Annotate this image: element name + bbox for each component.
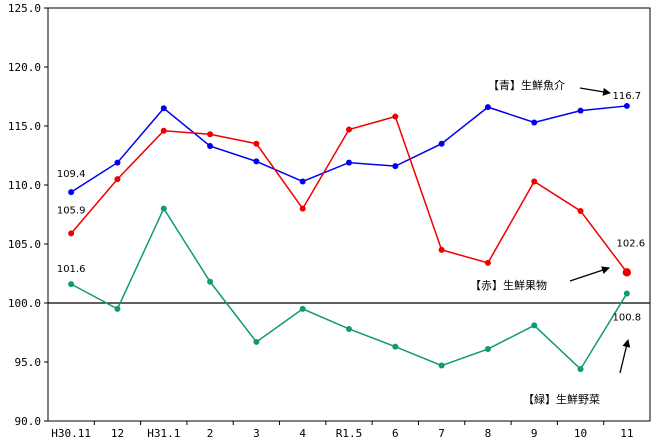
y-tick-label: 100.0 bbox=[8, 297, 41, 310]
y-tick-label: 110.0 bbox=[8, 179, 41, 192]
y-tick-label: 90.0 bbox=[15, 415, 42, 428]
data-point bbox=[531, 322, 538, 329]
value-labels: 109.4 105.9 101.6 116.7 102.6 100.8 bbox=[57, 91, 645, 324]
data-point bbox=[577, 107, 584, 114]
x-tick-label: 10 bbox=[574, 427, 587, 440]
data-point bbox=[346, 126, 352, 133]
x-tick-label: 2 bbox=[207, 427, 214, 440]
data-label: 109.4 bbox=[57, 169, 86, 180]
x-tick-label: 4 bbox=[299, 427, 306, 440]
legend-note-2: 【緑】生鮮野菜 bbox=[523, 392, 600, 406]
data-label: 100.8 bbox=[613, 313, 642, 324]
data-point bbox=[392, 163, 399, 170]
data-point bbox=[114, 159, 121, 166]
y-axis-ticks: 90.0 95.0 100.0 105.0 110.0 115.0 120.0 125.0 bbox=[8, 2, 48, 428]
data-point bbox=[253, 140, 260, 147]
x-tick-label: 11 bbox=[620, 427, 633, 440]
y-tick-label: 120.0 bbox=[8, 61, 41, 74]
x-tick-label: R1.5 bbox=[336, 427, 363, 440]
data-point bbox=[160, 127, 167, 134]
data-point bbox=[438, 362, 445, 369]
data-point bbox=[531, 119, 538, 126]
data-point bbox=[623, 102, 630, 109]
data-point bbox=[299, 305, 306, 312]
data-point bbox=[623, 290, 630, 297]
data-point bbox=[392, 343, 399, 350]
series-line-0 bbox=[70, 105, 627, 193]
data-point bbox=[392, 113, 399, 120]
series-line-1 bbox=[70, 115, 628, 273]
legend-annotations: 【青】生鮮魚介【赤】生鮮果物【緑】生鮮野菜 bbox=[470, 78, 631, 406]
data-point bbox=[346, 159, 352, 166]
data-point bbox=[207, 143, 214, 150]
data-point bbox=[68, 189, 75, 196]
data-point bbox=[346, 325, 352, 332]
y-tick-label: 95.0 bbox=[15, 356, 42, 369]
data-point bbox=[577, 207, 584, 214]
data-label: 101.6 bbox=[57, 264, 86, 275]
data-label: 116.7 bbox=[613, 91, 642, 102]
legend-note-1: 【赤】生鮮果物 bbox=[470, 278, 547, 292]
data-point bbox=[577, 366, 584, 373]
data-point bbox=[207, 131, 214, 138]
x-tick-label: 6 bbox=[392, 427, 399, 440]
legend-arrow-0 bbox=[579, 87, 611, 96]
legend-arrow-2 bbox=[619, 339, 631, 374]
data-point bbox=[160, 105, 167, 112]
data-point bbox=[622, 268, 632, 277]
legend-note-0: 【青】生鮮魚介 bbox=[488, 78, 565, 92]
data-point bbox=[253, 158, 260, 165]
x-tick-label: 3 bbox=[253, 427, 260, 440]
data-label: 102.6 bbox=[617, 238, 646, 249]
data-point bbox=[299, 205, 306, 212]
data-point bbox=[438, 140, 445, 147]
data-point bbox=[484, 259, 491, 266]
data-label: 105.9 bbox=[57, 205, 86, 216]
x-tick-label: 9 bbox=[531, 427, 538, 440]
data-point bbox=[484, 104, 491, 111]
data-point bbox=[68, 281, 75, 288]
y-tick-label: 115.0 bbox=[8, 120, 41, 133]
data-point bbox=[253, 338, 260, 345]
y-tick-label: 105.0 bbox=[8, 238, 41, 251]
data-point bbox=[68, 230, 75, 237]
x-tick-label: 12 bbox=[111, 427, 124, 440]
plot-frame bbox=[47, 7, 651, 422]
data-point bbox=[160, 205, 167, 212]
y-tick-label: 125.0 bbox=[8, 2, 41, 15]
chart-axes bbox=[47, 7, 651, 422]
x-tick-label: 7 bbox=[438, 427, 445, 440]
data-point bbox=[207, 278, 214, 285]
x-axis-ticks: H30.11 12 H31.1 2 3 4 R1.5 6 7 8 9 10 11 bbox=[51, 421, 633, 440]
x-tick-label: H30.11 bbox=[51, 427, 91, 440]
data-point bbox=[531, 178, 538, 185]
data-point bbox=[438, 246, 445, 253]
data-point bbox=[484, 346, 491, 353]
legend-arrow-1 bbox=[569, 266, 610, 282]
data-point bbox=[299, 178, 306, 185]
data-point bbox=[114, 305, 121, 312]
data-point bbox=[114, 176, 121, 183]
chart-series bbox=[68, 102, 632, 373]
x-tick-label: H31.1 bbox=[147, 427, 180, 440]
x-tick-label: 8 bbox=[485, 427, 492, 440]
